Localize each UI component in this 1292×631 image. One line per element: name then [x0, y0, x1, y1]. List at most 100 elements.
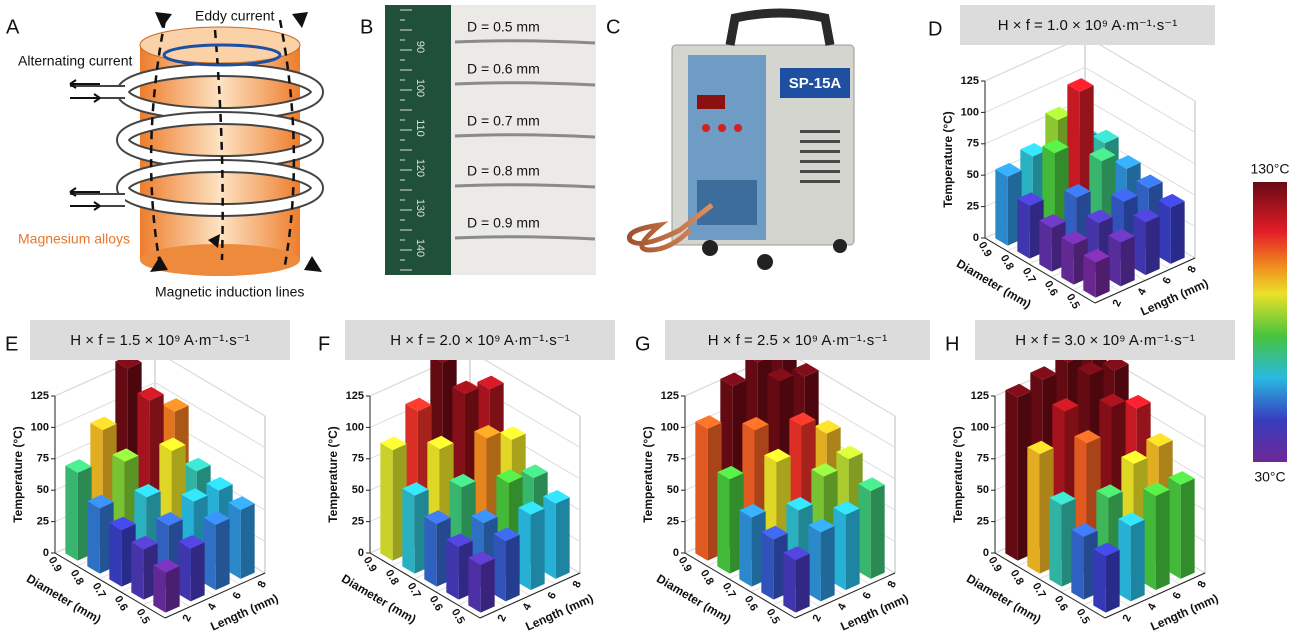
x-tick-label: 0.5 — [764, 607, 782, 626]
bar-face — [1020, 142, 1047, 157]
x-tick-label: 0.7 — [1020, 266, 1038, 285]
bar-face — [808, 525, 821, 602]
y-tick-label: 8 — [1196, 579, 1209, 590]
bar-face — [162, 398, 189, 412]
bar-face — [449, 473, 476, 488]
grid-line — [984, 66, 1196, 133]
bar-face — [1130, 519, 1145, 602]
y-tick-label: 2 — [496, 613, 509, 624]
z-tick-label: 50 — [977, 484, 989, 496]
bar-face — [1005, 383, 1032, 398]
z-tick-label: 100 — [971, 421, 989, 433]
y-tick-label: 8 — [256, 579, 269, 590]
y-tick-label: 4 — [1136, 286, 1150, 297]
y-tick-label: 4 — [836, 601, 850, 612]
bar-face — [468, 551, 495, 565]
y-axis — [1104, 572, 1206, 619]
panel-letter: E — [5, 333, 18, 355]
wire — [454, 81, 596, 87]
bar — [833, 501, 860, 591]
bar-face — [1143, 488, 1156, 591]
z-tick-label: 25 — [37, 516, 49, 528]
z-tick-label: 25 — [667, 516, 679, 528]
bar-face — [203, 511, 230, 525]
label: Magnetic induction lines — [155, 284, 304, 300]
bar — [1061, 230, 1088, 285]
bar-face — [742, 416, 769, 431]
bar-face — [720, 372, 747, 387]
x-tick-label: 0.8 — [998, 253, 1016, 272]
bar-face — [1052, 398, 1079, 412]
bar-face — [789, 412, 816, 427]
bar-face — [240, 503, 255, 579]
bar-face — [1118, 518, 1131, 602]
bar-face — [477, 375, 504, 390]
coil — [626, 203, 714, 253]
bar-face — [518, 507, 531, 591]
bar-face — [1049, 491, 1076, 506]
bar — [858, 477, 885, 579]
bar-face — [1168, 471, 1195, 485]
bar-face — [1005, 390, 1018, 561]
z-tick-label: 125 — [661, 390, 679, 402]
bar — [1083, 248, 1110, 298]
bar-face — [1093, 542, 1120, 557]
bar-face — [505, 534, 520, 602]
x-axis — [984, 237, 1096, 304]
x-tick-label: 0.6 — [427, 594, 445, 613]
bar-face — [761, 532, 774, 600]
z-tick-label: 75 — [352, 453, 364, 465]
bar-face — [452, 380, 479, 395]
bar — [1158, 193, 1185, 264]
panel-b: B — [360, 5, 596, 275]
bar — [1039, 214, 1066, 272]
title-box — [975, 320, 1235, 360]
z-axis-title: Temperature (°C) — [951, 426, 965, 523]
bar-face — [1074, 429, 1101, 444]
bar-face — [424, 510, 451, 524]
arrows — [69, 79, 101, 211]
bar — [228, 496, 255, 579]
bar-face — [1111, 188, 1138, 202]
bar-face — [228, 502, 241, 579]
panel-letter: H — [945, 333, 959, 355]
bar-face — [695, 421, 708, 561]
bar — [518, 501, 545, 591]
bar-face — [1096, 484, 1123, 498]
bar-face — [1170, 201, 1185, 264]
y-axis — [164, 572, 266, 619]
bar-face — [1120, 236, 1135, 287]
x-axis-title: Diameter (mm) — [954, 256, 1033, 311]
knobs — [702, 124, 742, 132]
label: Eddy current — [195, 8, 274, 24]
bar-face — [206, 476, 233, 491]
z-axis-title: Temperature (°C) — [11, 426, 25, 523]
bar-face — [555, 497, 570, 579]
bar-face — [1061, 237, 1074, 285]
bar-face — [1083, 255, 1096, 298]
bar-face — [427, 435, 454, 450]
x-axis-title: Diameter (mm) — [339, 571, 418, 626]
bar-face — [446, 533, 473, 547]
bar-face — [1121, 450, 1148, 465]
y-tick-label: 6 — [861, 590, 874, 601]
chart-title: H × f = 2.5 × 10⁹ A·m⁻¹·s⁻¹ — [708, 332, 887, 349]
y-tick-label: 4 — [521, 601, 535, 612]
x-tick-label: 0.6 — [1052, 594, 1070, 613]
x-tick-label: 0.7 — [1030, 581, 1048, 600]
bar-face — [471, 509, 498, 524]
z-tick-label: 125 — [346, 390, 364, 402]
bar-face — [424, 516, 437, 587]
display — [697, 95, 725, 109]
bar-face — [493, 527, 520, 542]
ruler-label: 140 — [414, 239, 426, 257]
bar — [1143, 482, 1170, 591]
bar-face — [109, 522, 122, 587]
y-tick-label: 4 — [1146, 601, 1160, 612]
bar-face — [695, 415, 722, 429]
bar-face — [1017, 198, 1030, 259]
y-axis-title: Length (mm) — [838, 591, 910, 631]
bar-face — [521, 464, 548, 478]
